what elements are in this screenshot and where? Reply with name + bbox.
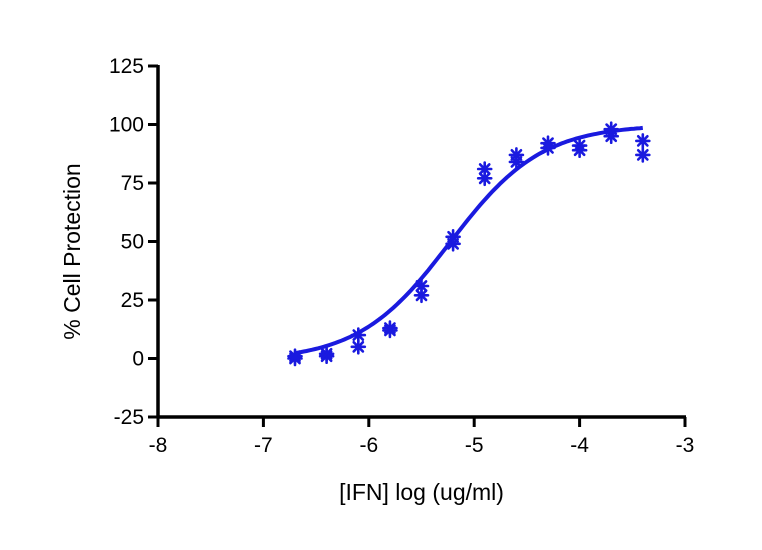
data-point — [382, 320, 398, 336]
data-point — [445, 229, 461, 245]
x-tick-label: -8 — [149, 434, 168, 457]
y-tick-label: 125 — [109, 55, 144, 78]
axes — [156, 65, 686, 419]
x-tick-label: -7 — [254, 434, 273, 457]
x-axis-ticks: -8 -7 -6 -5 -4 -3 — [149, 417, 695, 457]
y-axis-ticks: -25 0 25 50 75 100 125 — [109, 55, 158, 429]
y-tick-label: 100 — [109, 114, 144, 137]
data-point — [634, 133, 651, 149]
data-point — [476, 161, 493, 177]
data-point — [413, 278, 430, 294]
x-tick-label: -6 — [359, 434, 378, 457]
y-tick-label: 0 — [132, 348, 144, 371]
y-tick-label: 75 — [121, 172, 144, 195]
x-tick-label: -4 — [570, 434, 589, 457]
data-point — [540, 135, 556, 151]
data-point — [350, 327, 367, 343]
x-tick-label: -3 — [676, 434, 695, 457]
x-tick-label: -5 — [465, 434, 484, 457]
y-axis-title: % Cell Protection — [59, 163, 85, 339]
data-point — [571, 137, 588, 154]
data-point — [508, 147, 525, 163]
y-tick-label: 25 — [121, 289, 144, 312]
data-point — [287, 348, 303, 365]
data-point — [318, 345, 335, 362]
y-tick-label: 50 — [121, 231, 144, 254]
fit-curve — [294, 125, 644, 356]
data-point — [476, 170, 493, 187]
data-points — [287, 121, 651, 367]
x-axis-title: [IFN] log (ug/ml) — [339, 479, 504, 505]
data-point — [634, 147, 651, 163]
y-tick-label: -25 — [114, 406, 144, 429]
data-point — [603, 121, 620, 137]
